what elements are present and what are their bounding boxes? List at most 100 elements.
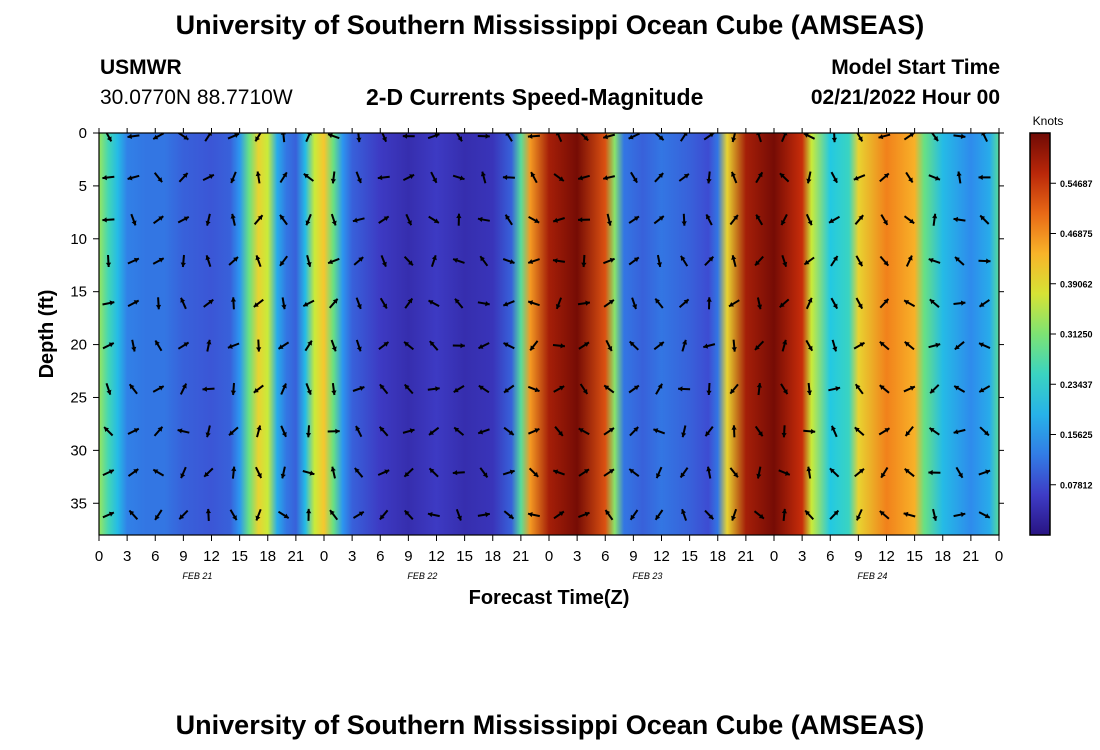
current-arrow-head [429,430,434,435]
current-arrow-head [731,137,737,142]
current-arrow-head [935,175,940,181]
current-arrow-head [434,133,440,138]
current-arrow [528,467,539,478]
current-arrow [402,428,415,434]
current-arrow [277,341,290,350]
current-arrow [706,297,712,310]
current-arrow [678,173,690,182]
current-arrow [831,133,837,143]
current-arrow [928,427,940,436]
current-arrow-head [208,299,214,305]
current-arrow-head [331,220,337,226]
current-arrow [830,425,838,438]
x-date-label: FEB 21 [182,571,212,581]
current-arrow-head [255,136,260,142]
current-arrow-head [705,431,711,437]
current-arrow-head [459,175,465,181]
current-arrow-head [478,429,484,435]
current-arrow [178,509,189,520]
current-arrow [704,425,714,437]
current-arrow [230,213,236,226]
current-arrow [930,133,939,142]
current-arrow-head [102,217,107,223]
x-tick-label: 9 [629,548,637,565]
current-arrow [879,510,890,520]
current-arrow-head [680,255,686,261]
current-arrow [152,133,165,140]
current-arrow [805,213,813,226]
current-arrow-head [503,301,509,307]
current-arrow-head [782,261,788,267]
x-tick-label: 21 [513,548,530,565]
current-arrow [731,508,738,521]
current-arrow [704,509,715,520]
current-arrow-head [133,428,139,433]
current-arrow [402,173,415,181]
current-arrow-head [678,386,683,392]
y-tick-label: 10 [70,231,87,248]
x-tick-label: 6 [826,548,834,565]
current-arrow-head [603,134,608,140]
current-arrow [527,300,540,307]
current-arrow [178,172,189,183]
current-arrow [102,511,115,519]
current-arrow [405,213,413,226]
current-arrow-head [158,385,164,391]
current-arrow [453,385,465,393]
current-arrow [280,383,287,395]
station-coords: 30.0770N 88.7710W [100,86,293,109]
x-tick-label: 9 [854,548,862,565]
current-arrow [754,340,765,351]
current-arrow-head [281,304,287,310]
current-arrow [427,512,440,518]
current-arrow-head [779,302,785,308]
current-arrow [352,217,365,223]
current-arrow-head [781,508,787,514]
current-arrow-head [480,171,486,177]
current-arrow-head [658,135,664,141]
current-arrow-head [755,260,760,266]
current-arrow [806,382,812,396]
current-arrow [230,382,236,396]
current-arrow-head [731,515,737,521]
current-arrow [153,172,163,183]
x-tick-label: 6 [376,548,384,565]
current-arrow-head [527,133,533,139]
current-arrow-head [433,218,439,223]
current-arrow-head [283,513,289,519]
current-arrow [127,174,140,181]
current-arrow-head [231,466,237,472]
x-tick-label: 0 [995,548,1003,565]
current-arrow-head [756,383,762,388]
current-arrow-head [779,173,785,179]
current-arrow [578,341,590,350]
current-arrow [778,469,791,476]
current-arrow [378,341,390,351]
current-arrow [356,133,362,143]
current-arrow-head [382,136,387,142]
current-arrow [427,133,440,140]
current-arrow-head [356,304,362,309]
current-arrow-head [656,473,661,479]
current-arrow-head [482,472,488,478]
current-arrow [830,171,838,184]
current-arrow-head [478,344,484,349]
current-arrow [180,254,186,268]
current-arrow [805,297,813,310]
current-arrow [578,427,590,436]
current-arrow-head [806,178,812,184]
current-arrow [831,339,838,352]
current-arrow-head [352,217,358,223]
current-arrow [879,172,890,183]
current-arrow-head [658,173,664,178]
current-arrow-head [980,215,986,221]
current-arrow [477,133,490,139]
current-arrow [428,467,439,478]
current-arrow [277,510,290,519]
current-arrow [205,425,211,438]
x-tick-label: 9 [179,548,187,565]
current-arrow-head [108,469,114,475]
current-arrow [828,215,840,224]
current-arrow [380,255,387,267]
current-arrow [855,297,864,310]
